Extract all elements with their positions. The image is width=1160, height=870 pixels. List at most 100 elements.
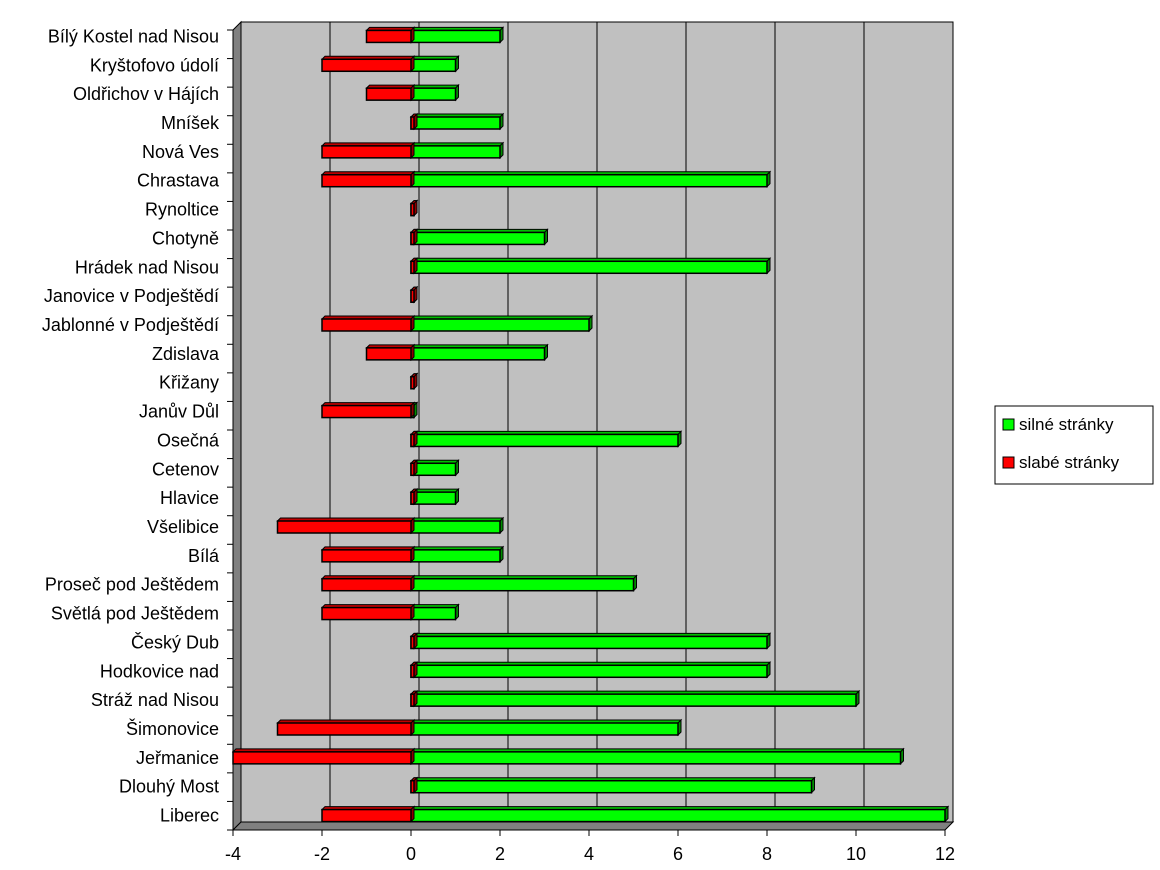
bar-silne-5 bbox=[409, 170, 772, 188]
bar-silne-26 bbox=[409, 776, 816, 794]
bar-front-face bbox=[410, 462, 415, 477]
category-label: Všelibice bbox=[147, 517, 219, 537]
bar-front-face bbox=[410, 289, 415, 303]
bar-silne-24 bbox=[409, 718, 683, 737]
bar-slabe-13 bbox=[320, 401, 416, 419]
bar-front-face bbox=[410, 231, 546, 246]
bar-front-face bbox=[321, 145, 412, 159]
bar-front-face bbox=[410, 318, 590, 332]
bar-slabe-7 bbox=[409, 228, 419, 246]
x-tick-labels: -4 -2 0 2 4 6 8 10 12 bbox=[225, 844, 955, 864]
bar-slabe-19 bbox=[320, 574, 416, 592]
legend-label-silne: silné stránky bbox=[1019, 415, 1114, 434]
category-label: Zdislava bbox=[152, 344, 220, 364]
bar-front-face bbox=[410, 116, 501, 130]
legend-label-slabe: slabé stránky bbox=[1019, 453, 1120, 472]
bar-front-face bbox=[410, 202, 415, 217]
bar-silne-27 bbox=[409, 805, 950, 823]
x-tick-label: -4 bbox=[225, 844, 241, 864]
category-label: Jeřmanice bbox=[136, 748, 219, 768]
category-label: Oldřichov v Hájích bbox=[73, 84, 219, 104]
category-label: Český Dub bbox=[131, 631, 219, 652]
bar-silne-25 bbox=[409, 747, 905, 766]
x-tick-label: 6 bbox=[673, 844, 683, 864]
bar-front-face bbox=[410, 260, 415, 275]
bar-silne-0 bbox=[409, 26, 505, 44]
bar-front-face bbox=[410, 87, 457, 101]
bar-front-face bbox=[410, 491, 415, 505]
bar-front-face bbox=[321, 808, 412, 823]
bar-slabe-3 bbox=[409, 112, 419, 131]
bar-slabe-12 bbox=[409, 372, 419, 390]
bar-silne-1 bbox=[409, 55, 460, 73]
category-label: Nová Ves bbox=[142, 142, 219, 162]
bar-front-face bbox=[410, 693, 857, 707]
bar-front-face bbox=[321, 577, 412, 592]
category-label: Janovice v Podještědí bbox=[44, 286, 219, 306]
bar-front-face bbox=[365, 29, 412, 44]
x-tick-label: 12 bbox=[935, 844, 955, 864]
bar-silne-19 bbox=[409, 574, 638, 592]
bar-front-face bbox=[410, 116, 415, 130]
bar-slabe-22 bbox=[409, 661, 419, 679]
bar-silne-7 bbox=[409, 228, 549, 246]
bar-front-face bbox=[410, 260, 768, 275]
bar-slabe-5 bbox=[320, 170, 416, 188]
category-label: Bílý Kostel nad Nisou bbox=[48, 26, 219, 46]
axes bbox=[227, 29, 946, 836]
bar-front-face bbox=[365, 87, 412, 101]
legend-swatch-slabe bbox=[1002, 456, 1015, 469]
bar-front-face bbox=[410, 779, 415, 794]
bar-slabe-20 bbox=[320, 603, 416, 621]
bar-slabe-21 bbox=[409, 632, 419, 650]
bar-slabe-24 bbox=[276, 718, 416, 737]
bar-front-face bbox=[410, 491, 457, 505]
category-label: Bílá bbox=[188, 546, 220, 566]
category-label: Chrastava bbox=[137, 171, 220, 191]
bar-slabe-11 bbox=[365, 343, 416, 362]
bar-slabe-23 bbox=[409, 689, 419, 708]
bar-front-face bbox=[410, 433, 415, 448]
bar-silne-16 bbox=[409, 487, 460, 506]
bar-front-face bbox=[321, 318, 412, 332]
category-label: Chotyně bbox=[152, 228, 219, 248]
bar-slabe-8 bbox=[409, 257, 419, 275]
bar-front-face bbox=[410, 145, 501, 159]
bar-slabe-16 bbox=[409, 487, 419, 506]
bar-silne-18 bbox=[409, 545, 505, 564]
bar-front-face bbox=[410, 664, 768, 679]
category-label: Rynoltice bbox=[145, 200, 219, 220]
category-label: Jablonné v Podještědí bbox=[42, 315, 219, 335]
category-label: Liberec bbox=[160, 806, 219, 826]
category-label: Cetenov bbox=[152, 459, 219, 479]
bar-front-face bbox=[232, 751, 412, 765]
bar-silne-14 bbox=[409, 430, 683, 448]
legend-box bbox=[994, 405, 1154, 485]
bar-silne-23 bbox=[409, 689, 861, 708]
bar-front-face bbox=[410, 635, 415, 650]
x-tick-label: -2 bbox=[314, 844, 330, 864]
bar-slabe-9 bbox=[409, 285, 419, 304]
bar-slabe-1 bbox=[320, 55, 416, 73]
bar-silne-21 bbox=[409, 632, 772, 650]
bar-slabe-15 bbox=[409, 459, 419, 477]
bar-front-face bbox=[410, 375, 415, 390]
category-label: Hodkovice nad bbox=[100, 661, 219, 681]
legend-swatch-silne bbox=[1002, 418, 1015, 431]
category-label: Šimonovice bbox=[126, 718, 219, 739]
bar-front-face bbox=[321, 173, 412, 188]
bar-front-face bbox=[410, 58, 457, 73]
bar-slabe-27 bbox=[320, 805, 416, 823]
bar-slabe-10 bbox=[320, 314, 416, 333]
bar-front-face bbox=[410, 577, 635, 592]
bar-front-face bbox=[410, 520, 501, 534]
bar-front-face bbox=[410, 606, 457, 621]
category-label: Osečná bbox=[157, 430, 220, 450]
category-label: Hlavice bbox=[160, 488, 219, 508]
category-label: Janův Důl bbox=[139, 402, 219, 422]
category-label: Mníšek bbox=[161, 113, 220, 133]
x-tick-label: 10 bbox=[846, 844, 866, 864]
bar-front-face bbox=[321, 549, 412, 563]
plot-floor bbox=[231, 821, 955, 831]
